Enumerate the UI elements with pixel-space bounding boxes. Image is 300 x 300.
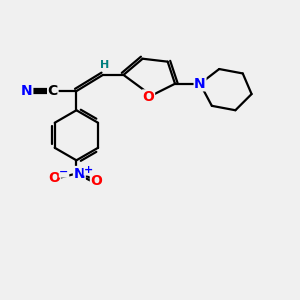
Text: N: N xyxy=(21,84,33,98)
Text: +: + xyxy=(84,165,93,175)
Text: O: O xyxy=(48,171,60,185)
Text: N: N xyxy=(74,167,85,181)
Text: O: O xyxy=(142,90,154,104)
Text: N: N xyxy=(194,77,206,91)
Text: O: O xyxy=(91,174,102,188)
Text: −: − xyxy=(59,167,69,177)
Text: H: H xyxy=(100,61,109,70)
Text: C: C xyxy=(48,84,58,98)
